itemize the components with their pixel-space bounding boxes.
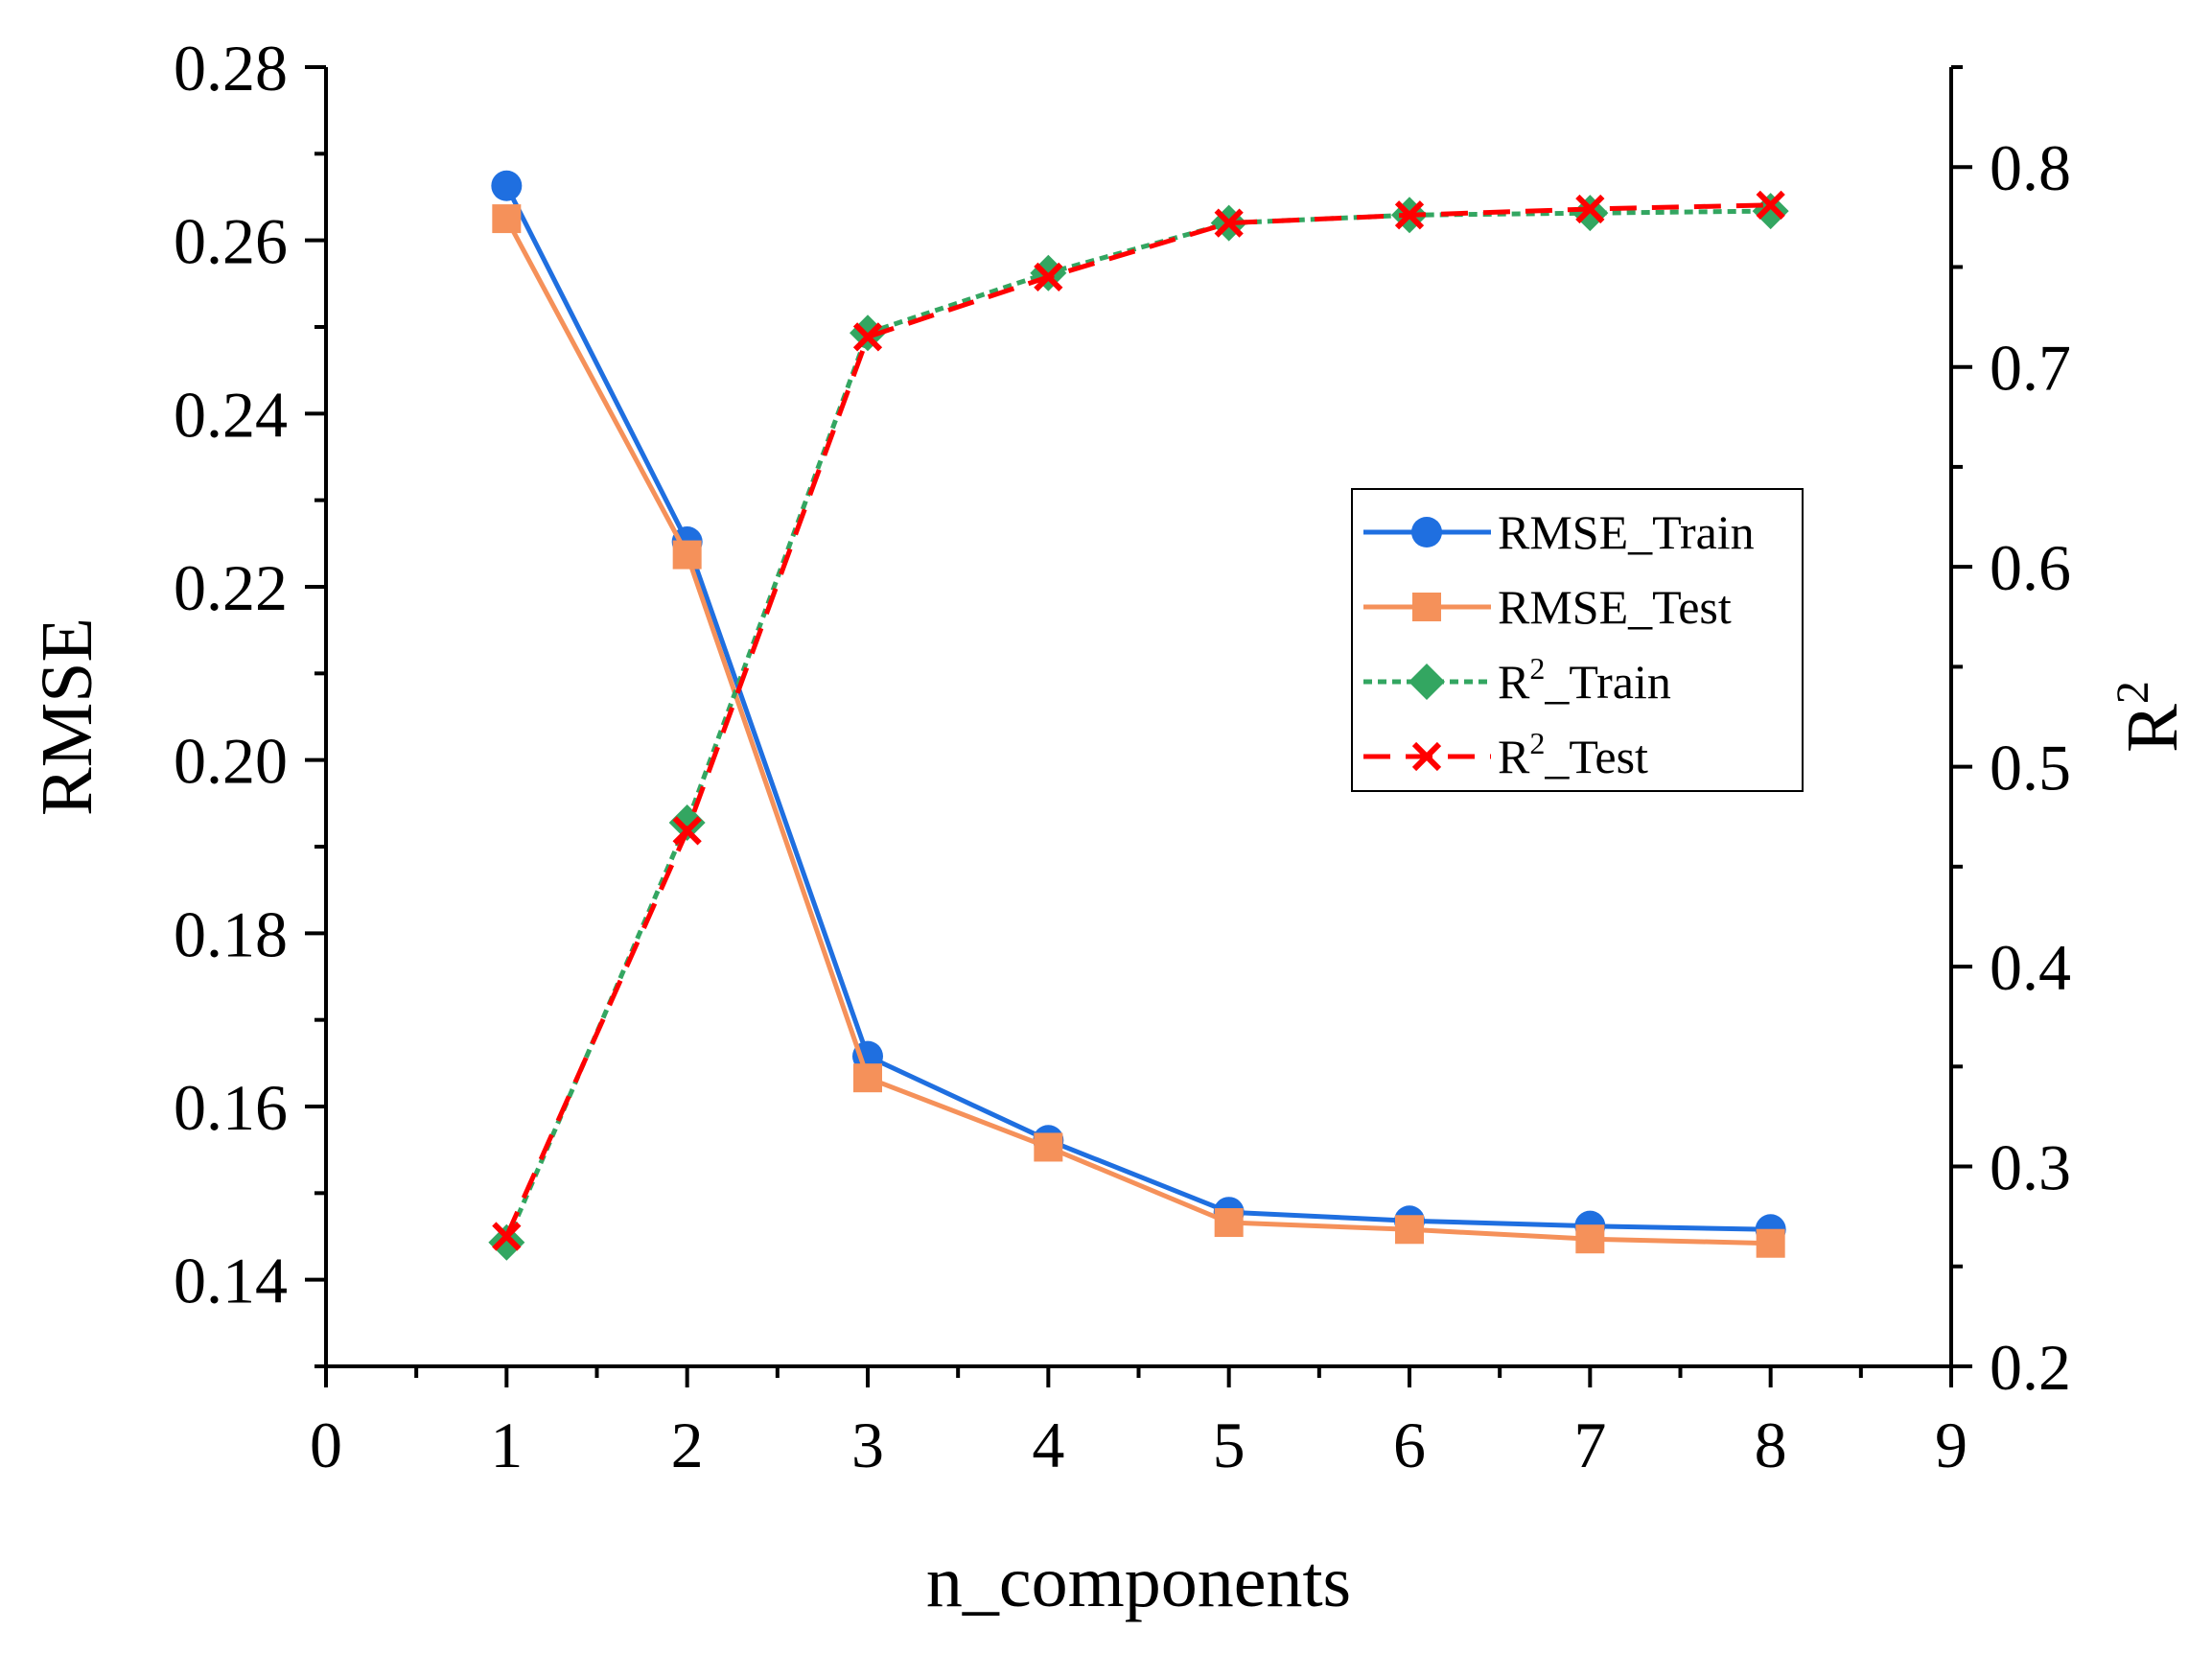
series-RMSE_Test <box>492 204 1785 1258</box>
legend-marker <box>1411 517 1442 547</box>
legend-marker <box>1412 593 1441 621</box>
data-point <box>1034 1132 1063 1162</box>
x-tick-label: 8 <box>1755 1409 1787 1481</box>
data-point <box>672 816 702 846</box>
legend-label-tail: _Test <box>1544 730 1648 783</box>
y-right-axis-title: R2 <box>2107 681 2193 753</box>
legend-label-base: RMSE_Train <box>1498 505 1755 559</box>
data-point <box>668 804 706 841</box>
legend-label: RMSE_Train <box>1498 505 1755 559</box>
data-point <box>672 540 702 570</box>
x-tick-label: 1 <box>490 1409 523 1481</box>
y-right-tick-label: 0.3 <box>1990 1131 2071 1204</box>
data-point <box>1756 190 1785 220</box>
y-right-tick-label: 0.6 <box>1990 531 2071 604</box>
x-tick-label: 9 <box>1935 1409 1968 1481</box>
series-R2_Test <box>492 190 1785 1251</box>
data-point <box>1752 193 1789 230</box>
plot-area <box>488 170 1789 1261</box>
data-point <box>488 1223 525 1261</box>
data-point <box>1394 200 1425 230</box>
y-right-tick-label: 0.7 <box>1990 332 2071 405</box>
y-left-tick-label: 0.28 <box>174 32 288 105</box>
data-point <box>1034 262 1063 292</box>
y-right-tick-label: 0.8 <box>1990 131 2071 204</box>
x-tick-label: 5 <box>1213 1409 1246 1481</box>
legend-label-base: RMSE_Test <box>1498 580 1732 634</box>
y-left-tick-label: 0.24 <box>174 378 288 451</box>
legend-label: RMSE_Test <box>1498 580 1732 634</box>
x-axis-title: n_components <box>926 1542 1351 1622</box>
data-point <box>853 1063 882 1093</box>
data-point <box>492 1222 522 1251</box>
legend-label-sup: 2 <box>1529 651 1545 686</box>
data-point <box>1756 1228 1785 1258</box>
x-tick-label: 6 <box>1393 1409 1426 1481</box>
y-right-tick-label: 0.4 <box>1990 931 2071 1004</box>
y-left-tick-label: 0.22 <box>174 551 288 624</box>
y-right-tick-label: 0.2 <box>1990 1331 2071 1404</box>
y-left-tick-label: 0.14 <box>174 1245 288 1317</box>
legend-label-base: R <box>1498 655 1530 709</box>
x-tick-label: 4 <box>1032 1409 1064 1481</box>
legend-label-tail: _Train <box>1544 655 1671 709</box>
x-tick-label: 3 <box>851 1409 884 1481</box>
data-point <box>1214 208 1244 238</box>
legend-label-base: R <box>1498 730 1530 783</box>
legend-label: R2_Test <box>1498 726 1648 783</box>
data-point <box>1575 1224 1605 1254</box>
y-right-axis-title-sup: 2 <box>2107 681 2158 704</box>
data-point <box>491 170 523 201</box>
series-line <box>504 208 1771 1244</box>
legend-item: R2_Test <box>1363 726 1648 783</box>
data-point <box>492 204 522 234</box>
legend-marker <box>1409 664 1445 700</box>
y-left-tick-label: 0.20 <box>174 725 288 798</box>
y-left-tick-label: 0.18 <box>174 897 288 970</box>
y-left-axis: 0.14 0.16 0.18 0.20 0.22 0.24 0.26 0.28 <box>174 32 326 1368</box>
x-tick-label: 7 <box>1573 1409 1606 1481</box>
y-right-axis-title-base: R <box>2112 704 2193 753</box>
legend-item: R2_Train <box>1363 651 1671 709</box>
series-line <box>504 202 1771 1238</box>
legend-label-sup: 2 <box>1529 726 1545 760</box>
y-right-tick-label: 0.5 <box>1990 732 2071 804</box>
x-tick-label: 0 <box>310 1409 342 1481</box>
data-point <box>1214 1208 1244 1238</box>
series-line <box>504 217 1771 1246</box>
y-left-axis-title: RMSE <box>27 617 107 816</box>
legend-marker <box>1411 741 1442 772</box>
y-left-tick-label: 0.26 <box>174 205 288 278</box>
legend-label: R2_Train <box>1498 651 1671 709</box>
data-point <box>1395 1215 1424 1245</box>
x-axis: 0 1 2 3 4 5 6 7 8 9 <box>310 1366 1968 1481</box>
x-tick-label: 2 <box>671 1409 704 1481</box>
y-right-axis: 0.2 0.3 0.4 0.5 0.6 0.7 0.8 <box>1951 65 2071 1404</box>
series-line <box>504 184 1771 1232</box>
legend-item: RMSE_Test <box>1363 580 1732 634</box>
data-point <box>1575 194 1605 224</box>
legend-item: RMSE_Train <box>1363 505 1755 559</box>
data-point <box>852 322 883 352</box>
y-left-tick-label: 0.16 <box>174 1071 288 1144</box>
